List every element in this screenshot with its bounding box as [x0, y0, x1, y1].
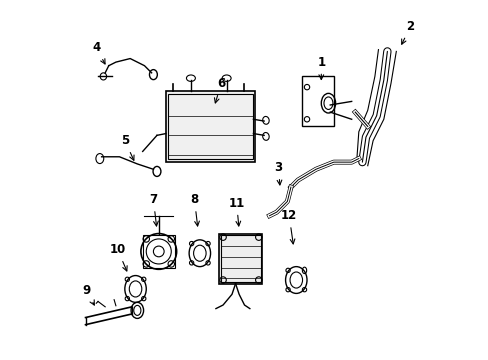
Bar [167, 94, 253, 158]
Bar [301, 76, 333, 126]
Bar [219, 234, 262, 284]
Bar [142, 235, 175, 267]
Text: 11: 11 [228, 197, 244, 226]
Text: 2: 2 [401, 20, 414, 44]
Text: 9: 9 [82, 284, 94, 305]
Text: 12: 12 [281, 209, 297, 244]
Text: 8: 8 [190, 193, 199, 226]
Text: 7: 7 [149, 193, 158, 226]
Text: 10: 10 [109, 243, 127, 271]
Text: 3: 3 [274, 161, 282, 185]
Text: 6: 6 [214, 77, 225, 103]
Bar [165, 91, 255, 162]
Text: 5: 5 [121, 134, 134, 160]
Text: 4: 4 [92, 41, 105, 64]
Bar [221, 235, 260, 282]
Text: 1: 1 [317, 55, 325, 80]
